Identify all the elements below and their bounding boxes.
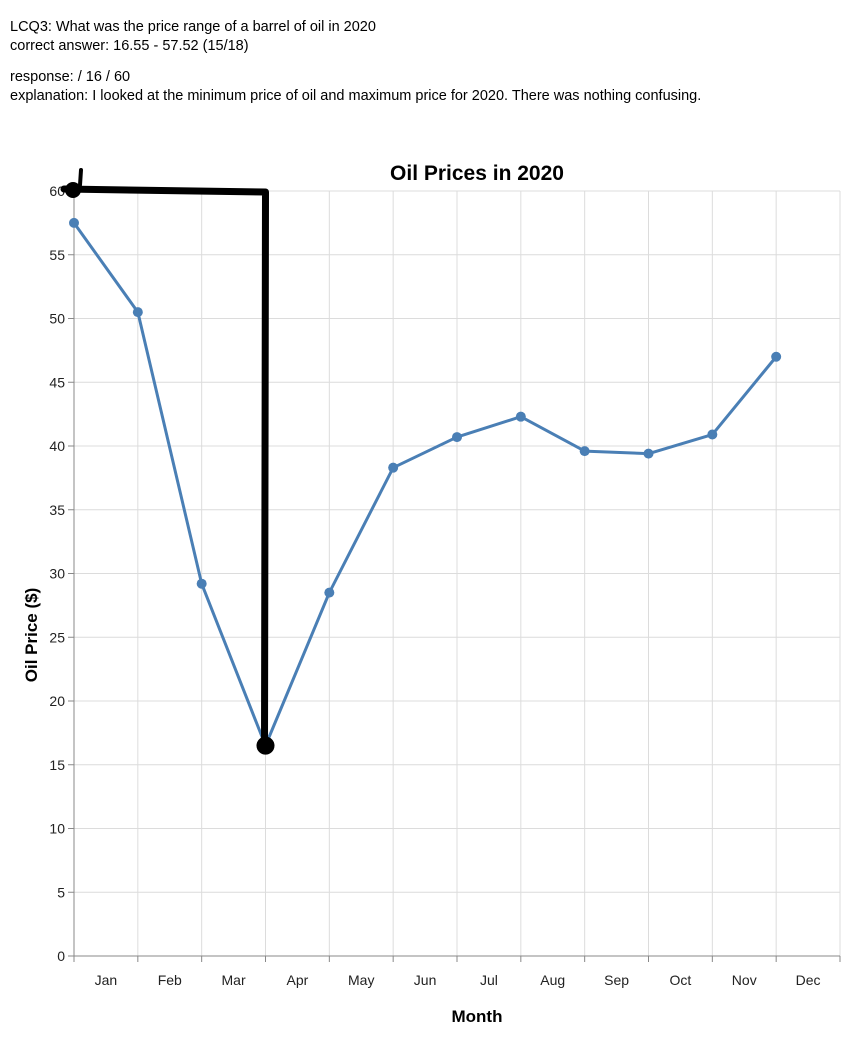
data-point xyxy=(452,432,462,443)
question-header: LCQ3: What was the price range of a barr… xyxy=(10,18,701,106)
x-tick-label: Feb xyxy=(158,972,182,988)
x-tick-label: Aug xyxy=(540,972,565,988)
y-axis-title: Oil Price ($) xyxy=(22,588,41,682)
y-tick-label: 20 xyxy=(49,693,65,709)
y-tick-label: 40 xyxy=(49,438,65,454)
x-tick-label: Sep xyxy=(604,972,629,988)
question-text: LCQ3: What was the price range of a barr… xyxy=(10,19,376,35)
data-point xyxy=(579,446,590,457)
data-point xyxy=(196,578,207,589)
response-text: response: / 16 / 60 xyxy=(10,69,131,85)
series-line xyxy=(72,222,778,748)
y-tick-label: 35 xyxy=(49,502,65,518)
data-point xyxy=(69,217,79,228)
data-point xyxy=(707,429,718,440)
x-tick-label: Jun xyxy=(414,972,437,988)
correct-answer-text: correct answer: 16.55 - 57.52 (15/18) xyxy=(10,38,249,54)
x-axis-title: Month xyxy=(452,1007,503,1026)
y-tick-label: 15 xyxy=(49,757,65,773)
x-tick-label: May xyxy=(348,972,374,988)
hand-drawn-annotation-line xyxy=(60,185,269,750)
y-tick-label: 45 xyxy=(49,374,65,390)
explanation-text: explanation: I looked at the minimum pri… xyxy=(10,88,702,104)
y-tick-label: 0 xyxy=(57,948,65,964)
x-tick-label: Jan xyxy=(95,972,118,988)
y-tick-label: 55 xyxy=(49,247,65,263)
chart-container: 0 5 10 15 20 25 30 35 40 45 50 55 60 Jan Feb Mar Apr May J… xyxy=(0,150,860,1035)
grid-layer xyxy=(73,190,841,957)
x-tick-label: Oct xyxy=(670,972,692,988)
y-tick-label: 50 xyxy=(49,311,65,327)
x-tick-label: Apr xyxy=(287,972,309,988)
x-tick-label: Nov xyxy=(732,972,757,988)
data-point xyxy=(388,462,399,473)
hand-drawn-annotation-dot xyxy=(256,736,275,755)
data-point xyxy=(324,587,335,598)
data-point xyxy=(771,351,782,362)
series-layer xyxy=(69,217,782,751)
data-point xyxy=(643,448,654,459)
x-tick-label: Jul xyxy=(480,972,498,988)
annotation-layer xyxy=(60,168,275,755)
data-point xyxy=(515,411,526,422)
data-point xyxy=(132,307,143,318)
y-tick-label: 5 xyxy=(57,884,65,900)
hand-drawn-annotation-tick xyxy=(78,168,83,187)
y-tick-label: 25 xyxy=(49,629,65,645)
y-tick-label: 30 xyxy=(49,566,65,582)
hand-drawn-annotation-dot xyxy=(65,182,81,198)
chart-title: Oil Prices in 2020 xyxy=(390,162,564,185)
x-tick-label: Dec xyxy=(796,972,821,988)
x-tick-label: Mar xyxy=(222,972,246,988)
y-tick-label: 10 xyxy=(49,821,65,837)
